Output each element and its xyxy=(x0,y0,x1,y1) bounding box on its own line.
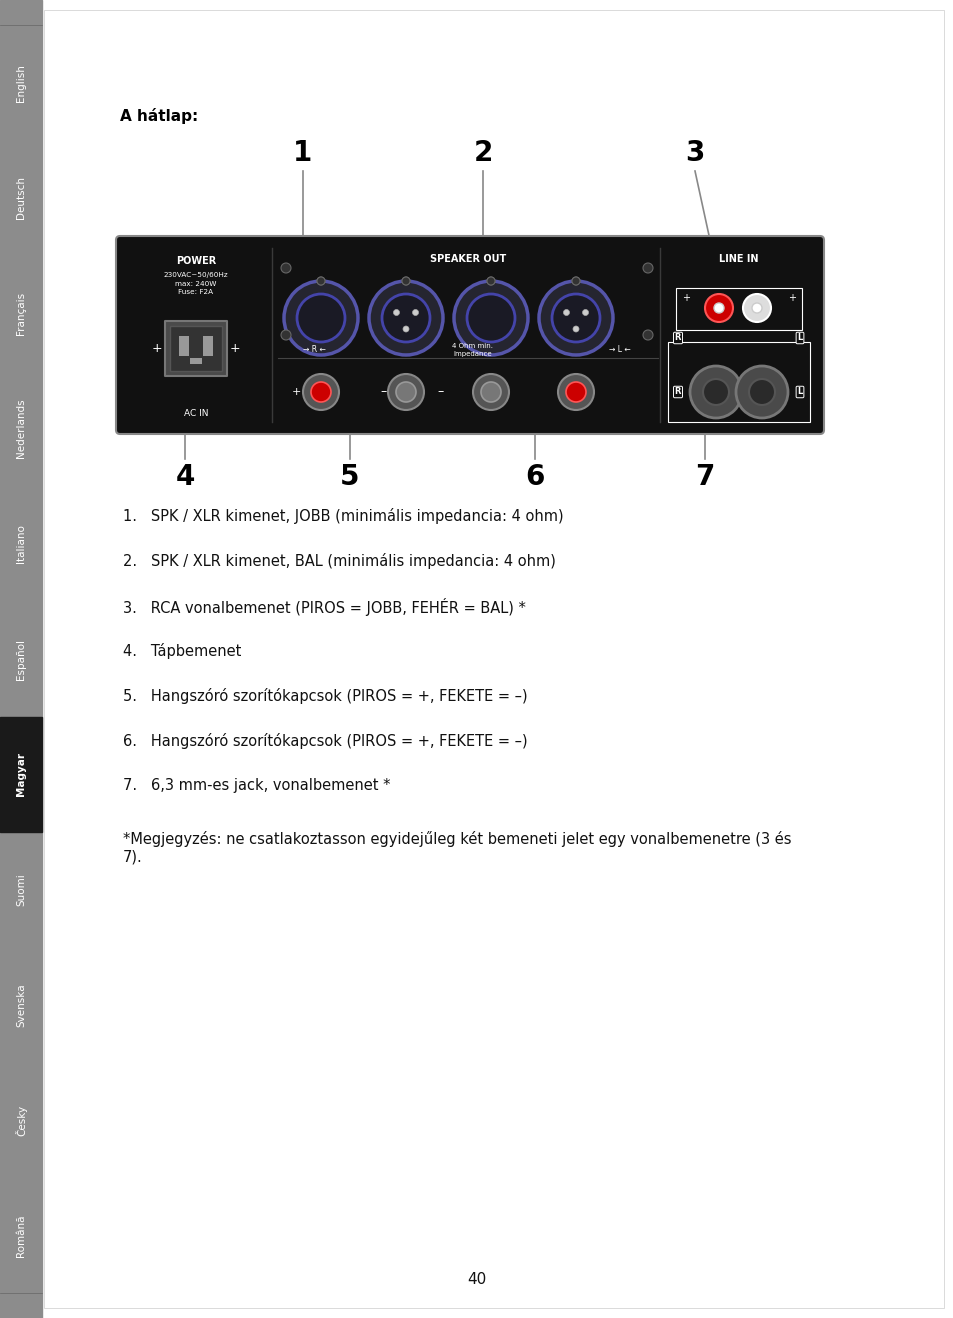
Circle shape xyxy=(296,294,345,341)
Circle shape xyxy=(402,326,409,332)
Circle shape xyxy=(467,294,515,341)
Circle shape xyxy=(642,330,652,340)
Text: 40: 40 xyxy=(467,1272,486,1288)
Text: 230VAC~50/60Hz
max: 240W
Fuse: F2A: 230VAC~50/60Hz max: 240W Fuse: F2A xyxy=(164,272,228,295)
Circle shape xyxy=(748,380,774,405)
Text: 6: 6 xyxy=(525,463,544,492)
Text: Česky: Česky xyxy=(15,1104,27,1136)
Bar xyxy=(170,326,222,370)
Text: R: R xyxy=(674,387,680,397)
Text: English: English xyxy=(16,63,26,101)
Text: AC IN: AC IN xyxy=(184,410,208,419)
Circle shape xyxy=(454,281,527,355)
Text: Deutsch: Deutsch xyxy=(16,177,26,219)
Text: 2.   SPK / XLR kimenet, BAL (minimális impedancia: 4 ohm): 2. SPK / XLR kimenet, BAL (minimális imp… xyxy=(123,554,556,569)
FancyBboxPatch shape xyxy=(116,236,823,434)
Text: +: + xyxy=(291,387,300,397)
Text: Svenska: Svenska xyxy=(16,983,26,1027)
Circle shape xyxy=(369,281,442,355)
Circle shape xyxy=(284,281,357,355)
Circle shape xyxy=(480,382,500,402)
Text: Suomi: Suomi xyxy=(16,873,26,905)
Text: 7.   6,3 mm-es jack, vonalbemenet *: 7. 6,3 mm-es jack, vonalbemenet * xyxy=(123,778,390,793)
Circle shape xyxy=(388,374,423,410)
Text: Magyar: Magyar xyxy=(16,753,26,796)
Text: 3: 3 xyxy=(684,138,704,167)
Text: +: + xyxy=(152,341,162,355)
Circle shape xyxy=(395,382,416,402)
Circle shape xyxy=(704,294,732,322)
Circle shape xyxy=(702,380,728,405)
Text: +: + xyxy=(681,293,689,303)
Circle shape xyxy=(401,277,410,285)
Text: 4: 4 xyxy=(175,463,194,492)
Bar xyxy=(190,358,202,364)
Text: 1.   SPK / XLR kimenet, JOBB (minimális impedancia: 4 ohm): 1. SPK / XLR kimenet, JOBB (minimális im… xyxy=(123,507,563,525)
Circle shape xyxy=(735,366,787,418)
Circle shape xyxy=(486,277,495,285)
Text: POWER: POWER xyxy=(175,256,216,266)
Circle shape xyxy=(412,310,418,315)
Circle shape xyxy=(573,326,578,332)
Bar xyxy=(676,289,801,330)
Text: L: L xyxy=(797,333,801,343)
Text: Italiano: Italiano xyxy=(16,525,26,563)
Text: 2: 2 xyxy=(473,138,492,167)
Text: +: + xyxy=(230,341,240,355)
Circle shape xyxy=(538,281,613,355)
Bar xyxy=(0,717,42,832)
Circle shape xyxy=(316,277,325,285)
Text: 6.   Hangszóró szorítókapcsok (PIROS = +, FEKETE = –): 6. Hangszóró szorítókapcsok (PIROS = +, … xyxy=(123,733,527,749)
Bar xyxy=(165,320,227,376)
Circle shape xyxy=(552,294,599,341)
Text: 5.   Hangszóró szorítókapcsok (PIROS = +, FEKETE = –): 5. Hangszóró szorítókapcsok (PIROS = +, … xyxy=(123,688,527,704)
Circle shape xyxy=(281,264,291,273)
Circle shape xyxy=(558,374,594,410)
Circle shape xyxy=(281,330,291,340)
Circle shape xyxy=(582,310,588,315)
Circle shape xyxy=(473,374,509,410)
Circle shape xyxy=(316,277,325,285)
Text: 5: 5 xyxy=(340,463,359,492)
Text: 4.   Tápbemenet: 4. Tápbemenet xyxy=(123,643,241,659)
Circle shape xyxy=(565,382,585,402)
Text: Română: Română xyxy=(16,1214,26,1256)
Text: 1: 1 xyxy=(294,138,313,167)
Circle shape xyxy=(572,277,579,285)
Circle shape xyxy=(486,277,495,285)
Bar xyxy=(203,336,213,356)
Bar xyxy=(0,0,42,1318)
Circle shape xyxy=(713,303,723,312)
Text: Nederlands: Nederlands xyxy=(16,398,26,459)
Text: → L ←: → L ← xyxy=(608,345,630,355)
Circle shape xyxy=(401,277,410,285)
Circle shape xyxy=(751,303,761,312)
Circle shape xyxy=(642,264,652,273)
Text: 4 Ohm min.
Impedance: 4 Ohm min. Impedance xyxy=(452,343,493,357)
Circle shape xyxy=(311,382,331,402)
Text: –: – xyxy=(437,385,444,398)
Text: 3.   RCA vonalbemenet (PIROS = JOBB, FEHÉR = BAL) *: 3. RCA vonalbemenet (PIROS = JOBB, FEHÉR… xyxy=(123,598,525,616)
Circle shape xyxy=(742,294,770,322)
Circle shape xyxy=(689,366,741,418)
Text: –: – xyxy=(380,385,387,398)
Circle shape xyxy=(381,294,430,341)
Text: → R ←: → R ← xyxy=(302,345,325,355)
Text: *Megjegyzés: ne csatlakoztasson egyidejűleg két bemeneti jelet egy vonalbemenetr: *Megjegyzés: ne csatlakoztasson egyidejű… xyxy=(123,832,791,865)
Circle shape xyxy=(303,374,338,410)
Text: Español: Español xyxy=(16,638,26,680)
Text: +: + xyxy=(787,293,795,303)
Text: 7: 7 xyxy=(695,463,714,492)
Text: L: L xyxy=(797,387,801,397)
Text: R: R xyxy=(674,333,680,343)
Circle shape xyxy=(563,310,569,315)
Bar xyxy=(179,336,189,356)
Text: SPEAKER OUT: SPEAKER OUT xyxy=(430,254,506,264)
Bar xyxy=(667,341,809,422)
Circle shape xyxy=(393,310,399,315)
Circle shape xyxy=(572,277,579,285)
Text: LINE IN: LINE IN xyxy=(719,254,758,264)
Text: A hátlap:: A hátlap: xyxy=(120,108,198,124)
Text: Français: Français xyxy=(16,291,26,335)
